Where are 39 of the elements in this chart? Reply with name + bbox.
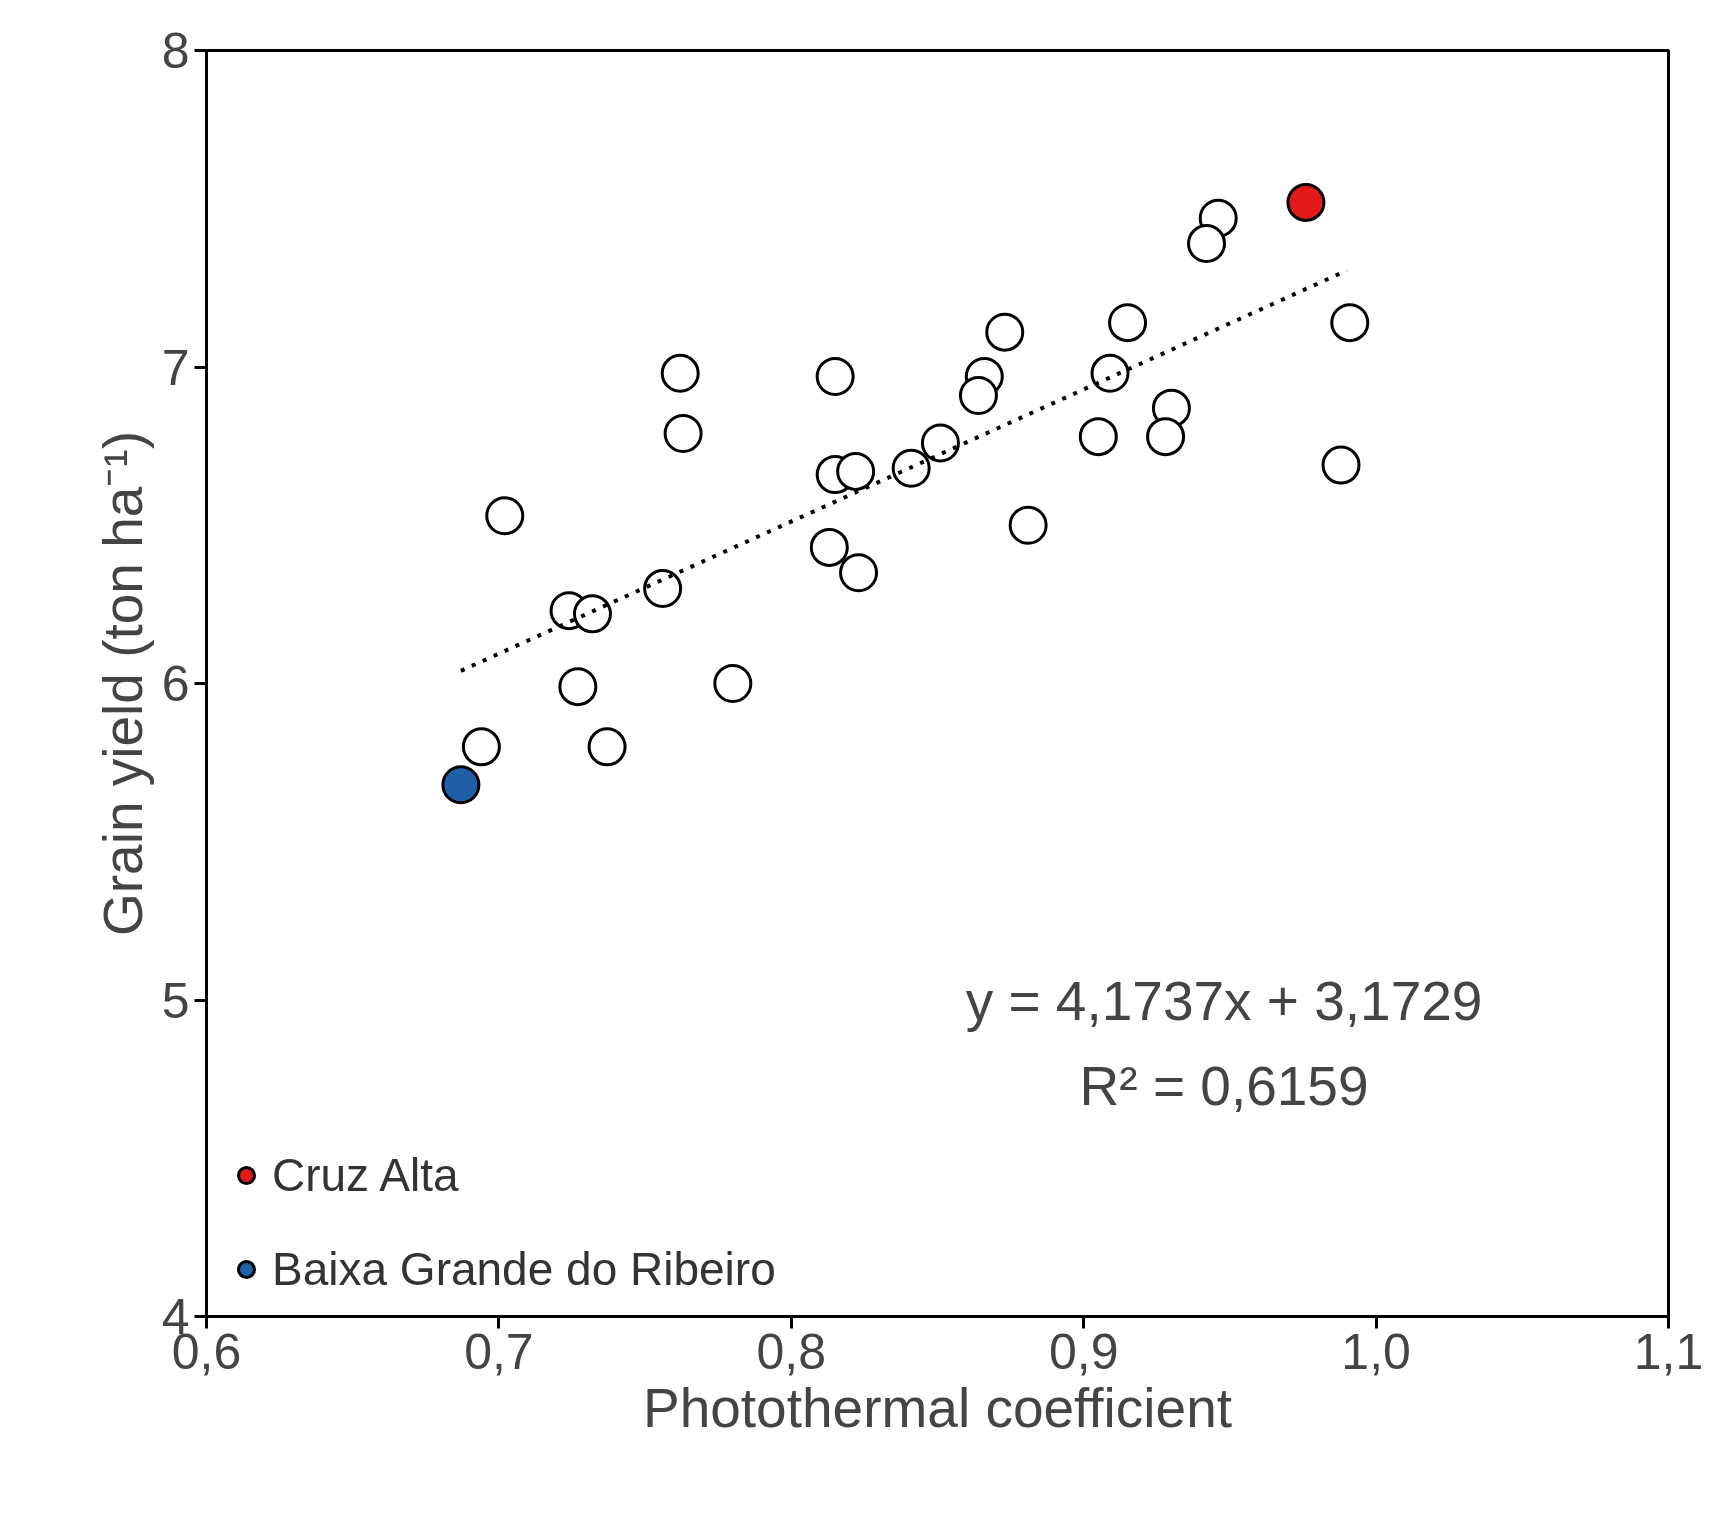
y-axis-title: Grain yield (ton ha⁻¹) xyxy=(91,430,154,937)
x-tick-label: 1,0 xyxy=(1341,1323,1411,1380)
point xyxy=(836,451,876,491)
legend-label: Baixa Grande do Ribeiro xyxy=(272,1242,776,1296)
annotation: R² = 0,6159 xyxy=(1079,1055,1369,1118)
y-tick-label: 6 xyxy=(161,656,190,712)
y-tick-label: 7 xyxy=(161,339,190,396)
point xyxy=(815,357,855,396)
point xyxy=(587,727,627,767)
point xyxy=(1008,505,1048,545)
point xyxy=(1078,417,1118,457)
point xyxy=(660,353,700,393)
point xyxy=(1146,417,1186,457)
point xyxy=(1187,224,1227,264)
point xyxy=(1330,303,1370,343)
point xyxy=(839,553,879,593)
y-tick-label: 5 xyxy=(161,972,190,1029)
x-tick-label: 0,7 xyxy=(464,1323,534,1380)
point xyxy=(891,448,931,488)
y-tick-label: 8 xyxy=(161,23,190,79)
x-tick-label: 1,1 xyxy=(1633,1323,1704,1380)
point xyxy=(1321,445,1361,485)
point xyxy=(985,312,1025,352)
point xyxy=(920,423,960,463)
point xyxy=(441,765,481,805)
point xyxy=(572,594,612,634)
point xyxy=(663,414,703,453)
point xyxy=(485,496,525,536)
point xyxy=(809,527,849,567)
annotation: y = 4,1737x + 3,1729 xyxy=(965,969,1483,1032)
legend-label: Cruz Alta xyxy=(272,1148,459,1202)
point xyxy=(1286,182,1326,222)
point xyxy=(713,664,753,703)
point xyxy=(1090,353,1130,393)
point xyxy=(958,376,998,415)
point xyxy=(461,727,501,767)
point xyxy=(643,569,683,609)
point xyxy=(558,667,598,707)
point xyxy=(1108,303,1148,343)
